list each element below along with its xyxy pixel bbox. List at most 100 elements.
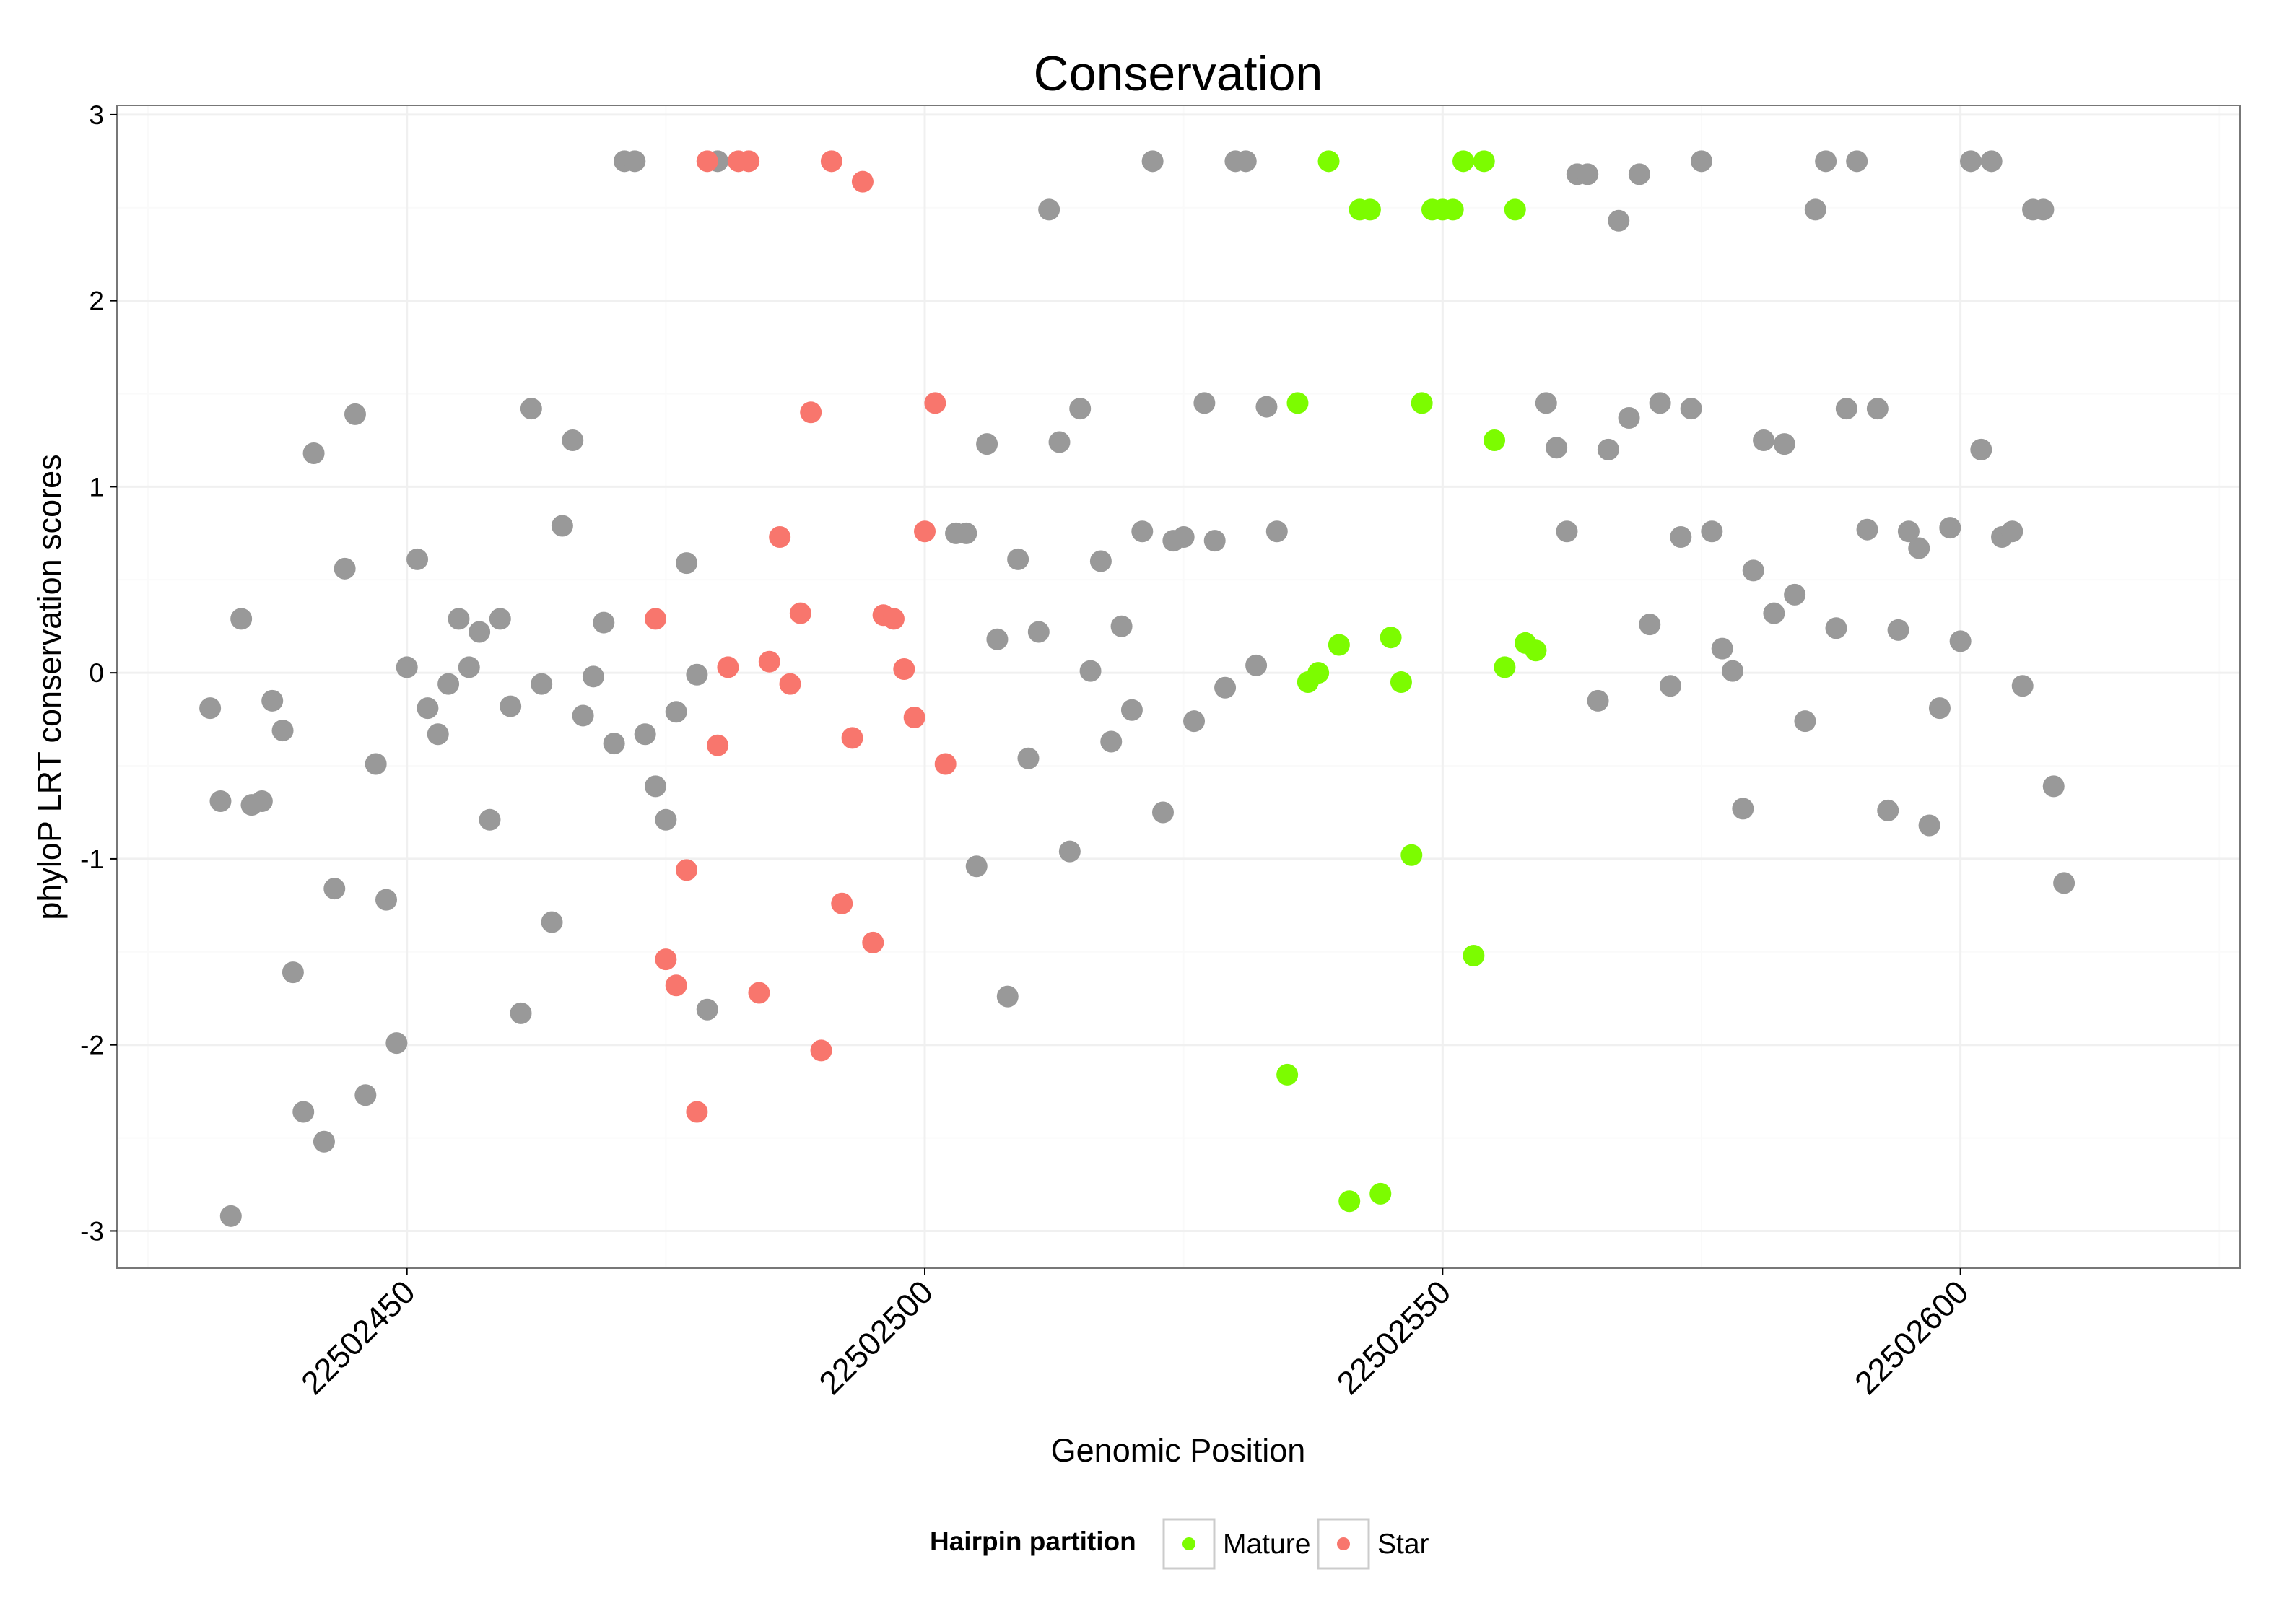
y-tick-label: -1 bbox=[80, 844, 104, 874]
point-star bbox=[841, 727, 863, 749]
point-other bbox=[634, 723, 656, 746]
point-other bbox=[665, 701, 687, 723]
point-other bbox=[1825, 617, 1847, 639]
point-other bbox=[1815, 150, 1837, 173]
point-other bbox=[489, 608, 511, 630]
data-points bbox=[199, 150, 2075, 1227]
point-other bbox=[1773, 433, 1795, 455]
point-other bbox=[448, 608, 470, 630]
point-other bbox=[219, 1205, 242, 1227]
point-other bbox=[582, 665, 604, 688]
point-other bbox=[2042, 775, 2065, 798]
point-other bbox=[1690, 150, 1712, 173]
point-other bbox=[1763, 602, 1785, 624]
point-other bbox=[1949, 630, 1972, 652]
point-other bbox=[199, 697, 222, 720]
x-tick-label: 22502550 bbox=[1330, 1273, 1458, 1402]
point-star bbox=[934, 753, 957, 775]
point-star bbox=[696, 150, 718, 173]
point-other bbox=[624, 150, 646, 173]
legend-title: Hairpin partition bbox=[930, 1527, 1136, 1556]
point-other bbox=[427, 723, 449, 746]
point-star bbox=[665, 974, 687, 997]
y-tick-label: -2 bbox=[80, 1031, 104, 1060]
point-other bbox=[302, 442, 325, 465]
y-tick-label: -3 bbox=[80, 1216, 104, 1246]
point-other bbox=[1784, 583, 1806, 606]
point-other bbox=[1856, 518, 1878, 541]
point-star bbox=[924, 392, 946, 414]
point-other bbox=[1918, 814, 1940, 837]
point-other bbox=[437, 673, 460, 695]
point-other bbox=[1100, 730, 1123, 753]
point-star bbox=[707, 734, 729, 756]
point-other bbox=[603, 733, 625, 755]
point-mature bbox=[1369, 1182, 1392, 1205]
point-star bbox=[645, 608, 667, 630]
point-other bbox=[2053, 872, 2075, 894]
point-other bbox=[1649, 392, 1671, 414]
point-other bbox=[976, 433, 998, 455]
point-other bbox=[1753, 429, 1775, 451]
point-other bbox=[469, 621, 491, 643]
point-star bbox=[769, 526, 791, 549]
point-other bbox=[531, 673, 553, 695]
legend-marker-mature bbox=[1182, 1537, 1195, 1550]
point-other bbox=[1265, 520, 1288, 543]
point-other bbox=[1007, 548, 1029, 570]
point-other bbox=[1089, 550, 1112, 572]
point-other bbox=[1120, 699, 1143, 721]
point-other bbox=[230, 608, 253, 630]
point-other bbox=[1794, 710, 1816, 733]
point-other bbox=[1835, 398, 1857, 420]
point-other bbox=[1887, 619, 1909, 641]
point-other bbox=[1069, 398, 1092, 420]
point-star bbox=[851, 170, 874, 193]
point-mature bbox=[1390, 671, 1412, 694]
point-star bbox=[903, 707, 925, 729]
point-other bbox=[1038, 198, 1060, 221]
x-tick-label: 22502600 bbox=[1847, 1273, 1976, 1402]
x-axis-label: Genomic Position bbox=[1051, 1432, 1306, 1469]
point-other bbox=[562, 429, 584, 451]
point-other bbox=[1214, 676, 1237, 699]
y-axis-label: phyloP LRT conservation scores bbox=[31, 454, 68, 920]
point-other bbox=[1151, 801, 1174, 824]
point-star bbox=[800, 401, 822, 424]
point-other bbox=[1804, 198, 1826, 221]
point-other bbox=[1701, 520, 1723, 543]
point-mature bbox=[1452, 150, 1475, 173]
point-other bbox=[655, 808, 677, 831]
point-mature bbox=[1473, 150, 1495, 173]
point-other bbox=[1017, 747, 1040, 769]
point-star bbox=[676, 859, 698, 881]
point-other bbox=[1877, 799, 1899, 821]
legend-marker-star bbox=[1337, 1537, 1350, 1550]
point-other bbox=[1659, 675, 1681, 697]
point-other bbox=[282, 961, 304, 984]
point-star bbox=[758, 650, 780, 673]
point-mature bbox=[1484, 429, 1506, 451]
point-other bbox=[1058, 840, 1081, 863]
point-other bbox=[1670, 526, 1692, 549]
point-mature bbox=[1494, 656, 1516, 678]
y-tick-label: 3 bbox=[89, 100, 104, 130]
point-other bbox=[261, 689, 284, 712]
point-other bbox=[354, 1084, 377, 1106]
point-other bbox=[1742, 559, 1764, 582]
point-other bbox=[1959, 150, 1982, 173]
point-other bbox=[510, 1002, 532, 1024]
point-other bbox=[1846, 150, 1868, 173]
point-other bbox=[1711, 637, 1733, 660]
point-other bbox=[955, 522, 977, 544]
point-star bbox=[914, 520, 936, 543]
point-other bbox=[1141, 150, 1164, 173]
point-other bbox=[996, 985, 1019, 1008]
legend-label-mature: Mature bbox=[1223, 1529, 1310, 1560]
point-other bbox=[500, 695, 522, 717]
point-other bbox=[1597, 438, 1619, 460]
point-mature bbox=[1307, 662, 1330, 684]
point-other bbox=[1939, 517, 1961, 539]
chart-title: Conservation bbox=[1034, 46, 1323, 101]
